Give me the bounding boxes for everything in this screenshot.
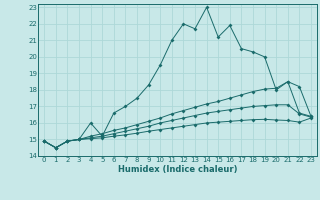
X-axis label: Humidex (Indice chaleur): Humidex (Indice chaleur) — [118, 165, 237, 174]
